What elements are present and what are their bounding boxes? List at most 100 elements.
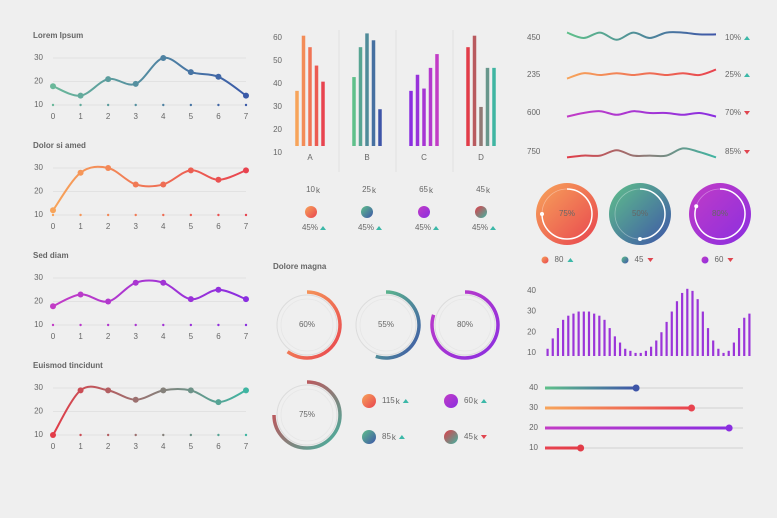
x-tick-mark [79, 103, 82, 107]
bar [737, 328, 741, 356]
y-tick-label: 20 [34, 407, 43, 416]
stat-value: 45 [635, 255, 644, 264]
bar [551, 338, 554, 356]
point [187, 167, 194, 174]
progress-label: 10 [529, 443, 538, 452]
x-tick-label: 6 [216, 222, 221, 231]
trend-arrow [744, 36, 750, 40]
stat-dot [305, 206, 317, 218]
gauge-label: 50% [632, 209, 648, 218]
x-tick-label: 3 [133, 442, 138, 451]
bar [546, 348, 549, 356]
stat-value: 10 [306, 185, 315, 194]
trend-arrow [744, 111, 750, 115]
progress-knob [725, 424, 733, 432]
bar [603, 319, 606, 356]
stat-unit: k [392, 433, 397, 442]
bar [365, 33, 369, 147]
bar [624, 348, 627, 356]
spark-change: 70% [725, 108, 741, 117]
bar [691, 290, 694, 356]
stat-value: 115 [382, 396, 395, 405]
y-tick-label: 10 [34, 100, 43, 109]
x-tick-label: 4 [161, 112, 166, 121]
point [77, 169, 84, 176]
bar [371, 40, 376, 146]
stat-dot [701, 256, 709, 264]
point [160, 55, 167, 61]
bar [593, 313, 596, 356]
y-tick-label: 10 [273, 148, 282, 157]
trend-arrow [744, 150, 750, 154]
bar [629, 350, 632, 356]
y-tick-label: 10 [34, 210, 43, 219]
sparkline [566, 147, 717, 159]
point [132, 80, 139, 87]
point [160, 279, 167, 286]
x-tick-mark [79, 213, 82, 217]
spark-value: 600 [527, 108, 541, 117]
x-tick-label: C [421, 153, 427, 162]
x-tick-mark [106, 213, 110, 217]
x-tick-mark [244, 103, 248, 107]
stat-unit: k [316, 186, 321, 195]
stat-value: 60 [464, 396, 473, 405]
point [50, 303, 56, 310]
donut-arc [430, 290, 500, 360]
x-tick-mark [134, 213, 137, 217]
x-tick-mark [134, 323, 137, 327]
x-tick-mark [162, 323, 165, 327]
trend-arrow [480, 399, 487, 403]
point [243, 387, 249, 394]
spark-change: 85% [725, 147, 741, 156]
y-tick-label: 20 [273, 125, 282, 134]
y-tick-label: 60 [273, 33, 282, 42]
bar [409, 90, 413, 146]
point [132, 181, 139, 188]
gauge-knob [638, 237, 642, 241]
bar [577, 311, 580, 356]
point [243, 92, 249, 99]
gauge-label: 75% [559, 209, 575, 218]
y-tick-label: 20 [34, 297, 43, 306]
x-tick-label: 3 [133, 222, 138, 231]
gauge-arc [541, 188, 593, 240]
stat-dot [418, 206, 430, 218]
x-tick-label: 0 [51, 112, 56, 121]
chart-title: Dolor si amed [33, 141, 86, 150]
point [132, 396, 139, 403]
x-tick-label: 5 [189, 112, 194, 121]
trend-arrow [744, 73, 750, 77]
donut-arc [286, 290, 342, 360]
point [243, 296, 249, 303]
stat-change: 45% [358, 223, 374, 232]
stat-value: 45 [464, 432, 473, 441]
y-tick-label: 30 [34, 53, 43, 62]
point [215, 176, 222, 183]
x-tick-mark [217, 323, 220, 327]
separators [338, 30, 454, 172]
spark-change: 10% [725, 33, 741, 42]
bar [321, 81, 325, 146]
bar [587, 311, 591, 356]
progress-bar [545, 386, 637, 390]
x-tick-mark [217, 213, 220, 217]
donut-inner [359, 298, 413, 352]
donut-arc [375, 290, 421, 360]
bar [562, 319, 565, 356]
bar [308, 47, 312, 146]
bar [660, 332, 663, 356]
bar [743, 317, 746, 356]
bar [618, 342, 622, 356]
point [243, 167, 249, 174]
donut-arc [272, 380, 342, 450]
progress-bar [545, 406, 692, 410]
progress-track [545, 447, 743, 449]
stat-value: 80 [555, 255, 564, 264]
bar [422, 88, 426, 146]
trend-arrow [647, 258, 654, 262]
point [50, 83, 56, 90]
x-tick-mark [162, 433, 165, 437]
x-tick-label: 1 [78, 442, 83, 451]
x-tick-label: 1 [78, 112, 83, 121]
